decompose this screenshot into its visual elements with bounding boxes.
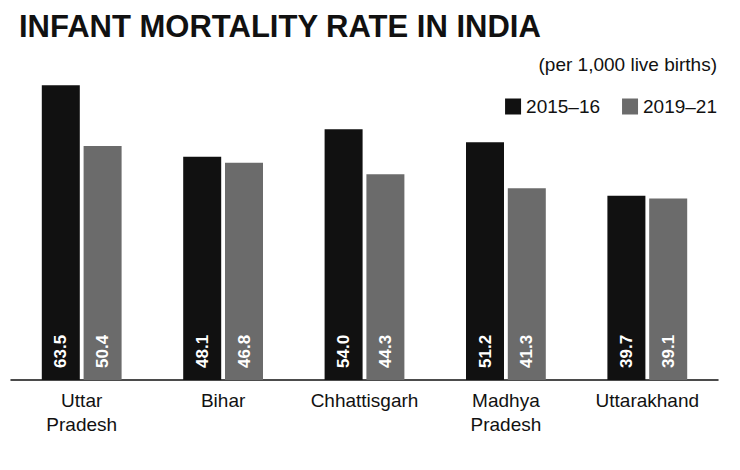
svg-text:Uttarakhand: Uttarakhand — [596, 390, 700, 411]
svg-text:46.8: 46.8 — [235, 335, 254, 368]
svg-text:Pradesh: Pradesh — [46, 414, 117, 435]
svg-text:Pradesh: Pradesh — [471, 414, 542, 435]
svg-text:(per 1,000 live births): (per 1,000 live births) — [539, 54, 717, 75]
svg-text:2019–21: 2019–21 — [643, 96, 717, 117]
svg-text:50.4: 50.4 — [93, 334, 112, 368]
svg-text:41.3: 41.3 — [517, 335, 536, 368]
svg-text:Uttar: Uttar — [61, 390, 103, 411]
svg-text:39.7: 39.7 — [617, 335, 636, 368]
svg-text:54.0: 54.0 — [334, 335, 353, 368]
svg-text:2015–16: 2015–16 — [526, 96, 600, 117]
svg-text:51.2: 51.2 — [476, 335, 495, 368]
svg-text:Bihar: Bihar — [201, 390, 246, 411]
svg-text:39.1: 39.1 — [659, 335, 678, 368]
svg-text:INFANT MORTALITY RATE IN INDIA: INFANT MORTALITY RATE IN INDIA — [19, 9, 541, 44]
svg-text:Madhya: Madhya — [472, 390, 540, 411]
svg-text:48.1: 48.1 — [193, 335, 212, 368]
svg-text:44.3: 44.3 — [376, 335, 395, 368]
svg-text:Chhattisgarh: Chhattisgarh — [311, 390, 419, 411]
svg-text:63.5: 63.5 — [51, 335, 70, 368]
